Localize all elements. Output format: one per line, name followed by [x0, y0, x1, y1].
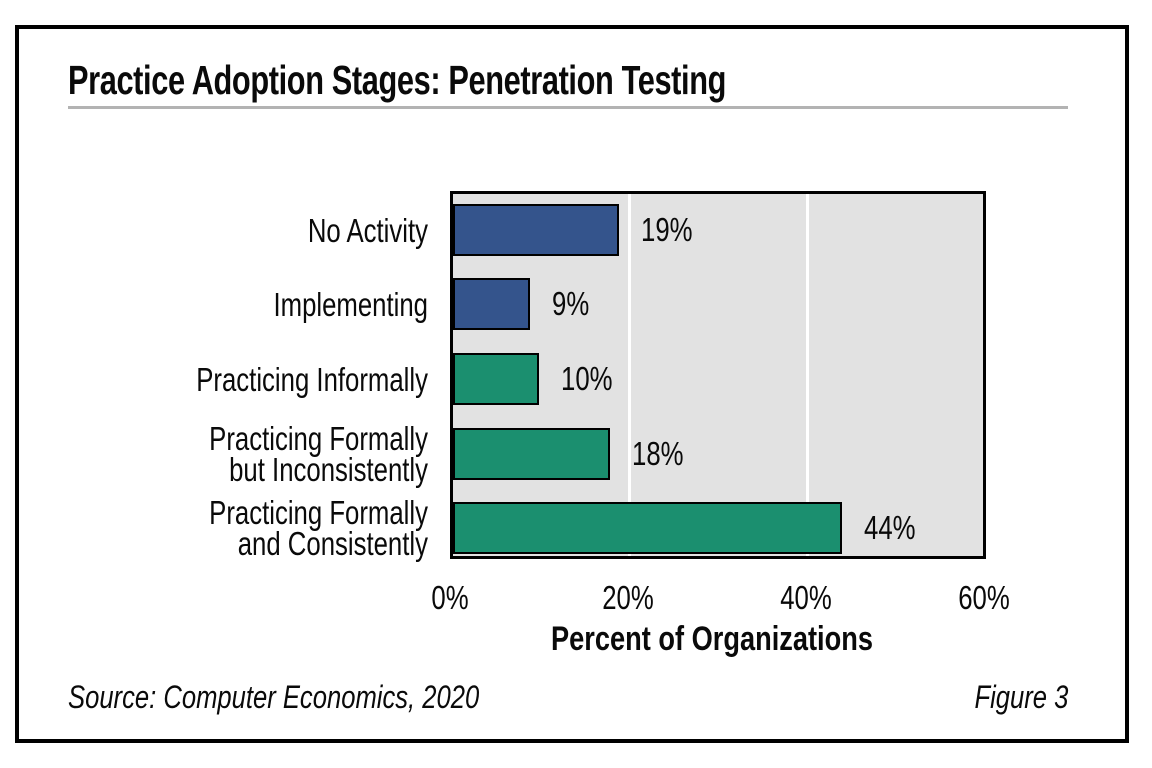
bar — [453, 502, 842, 554]
bar-value-label: 10% — [561, 360, 613, 397]
bar — [453, 428, 610, 480]
bar-value-label: 18% — [632, 435, 684, 472]
bar — [453, 278, 530, 330]
x-axis-title: Percent of Organizations — [551, 620, 873, 658]
x-tick-label: 0% — [431, 579, 469, 616]
gridline — [806, 194, 809, 556]
category-label: Practicing Formally and Consistently — [209, 494, 428, 562]
title-underline — [68, 106, 1068, 109]
bar-value-label: 44% — [864, 509, 916, 546]
plot-area: 19% 9% 10% 18% 44% — [450, 191, 986, 559]
bar-value-label: 9% — [552, 285, 590, 322]
category-label: Practicing Formally but Inconsistently — [209, 420, 428, 488]
category-label: No Activity — [307, 211, 428, 249]
gridline — [628, 194, 631, 556]
x-tick-label: 40% — [780, 579, 832, 616]
x-tick-label: 60% — [958, 579, 1010, 616]
x-tick-label: 20% — [602, 579, 654, 616]
category-label: Practicing Informally — [196, 360, 428, 398]
category-label: Implementing — [273, 285, 428, 323]
bar — [453, 204, 619, 256]
bar — [453, 353, 539, 405]
bar-value-label: 19% — [641, 211, 693, 248]
figure-number: Figure 3 — [974, 679, 1068, 715]
figure-frame: Practice Adoption Stages: Penetration Te… — [15, 25, 1129, 743]
source-note: Source: Computer Economics, 2020 — [68, 679, 480, 715]
chart-title: Practice Adoption Stages: Penetration Te… — [68, 57, 727, 103]
